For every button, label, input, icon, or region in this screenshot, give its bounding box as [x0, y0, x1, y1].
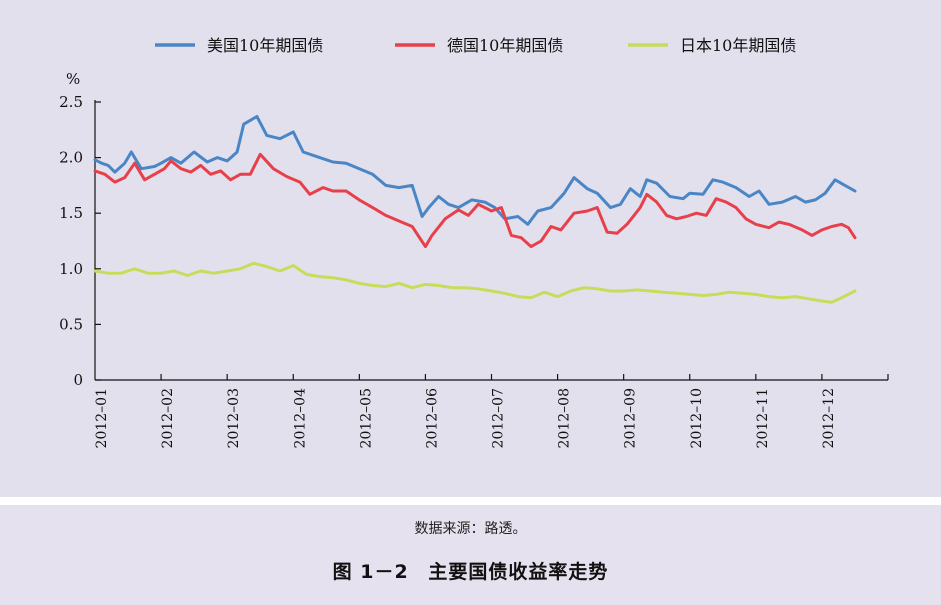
caption-panel: [0, 505, 941, 605]
y-tick-label: 1.0: [59, 260, 83, 278]
chart-panel: 美国10年期国债 德国10年期国债 日本10年期国债 % 0 0.5 1.0 1.5 2.0…: [59, 36, 889, 449]
y-axis-unit: %: [66, 70, 80, 88]
legend-label: 日本10年期国债: [680, 36, 796, 55]
x-tick-label: 2012–10: [689, 388, 705, 448]
x-tick-label: 2012–02: [160, 388, 176, 448]
x-tick-label: 2012–08: [557, 388, 573, 448]
y-axis: 0 0.5 1.0 1.5 2.0 2.5: [59, 93, 101, 389]
figure-label: 图 1－2: [332, 561, 409, 583]
series-line-1: [93, 115, 857, 226]
x-tick-label: 2012–12: [821, 388, 837, 448]
x-axis: 2012–01 2012–02 2012–03 2012–04 2012–05 2012–…: [94, 374, 889, 449]
x-tick-label: 2012–03: [226, 388, 242, 448]
series-line-2: [93, 152, 857, 249]
legend-label: 美国10年期国债: [207, 36, 323, 55]
y-tick-label: 0.5: [59, 315, 83, 333]
x-tick-label: 2012–11: [755, 388, 771, 448]
y-tick-label: 2.0: [59, 149, 83, 167]
x-tick-label: 2012–05: [358, 388, 374, 448]
x-tick-label: 2012–06: [424, 388, 440, 449]
panel-divider: [0, 497, 941, 505]
x-tick-label: 2012–01: [94, 388, 110, 448]
legend: 美国10年期国债 德国10年期国债 日本10年期国债: [155, 36, 796, 55]
y-tick-label: 1.5: [59, 204, 83, 222]
y-tick-label: 2.5: [59, 93, 83, 111]
series-line-3: [93, 261, 857, 304]
series-lines: [93, 115, 857, 304]
figure-title: 图 1－2 主要国债收益率走势: [0, 557, 941, 584]
source-note: 数据来源：路透。: [414, 521, 527, 537]
x-tick-label: 2012–07: [491, 388, 507, 448]
line-chart: 美国10年期国债 德国10年期国债 日本10年期国债 % 0 0.5 1.0 1.5 2.0…: [59, 36, 889, 449]
figure-caption: 主要国债收益率走势: [428, 561, 609, 583]
legend-label: 德国10年期国债: [447, 36, 563, 55]
x-tick-label: 2012–09: [623, 388, 639, 448]
y-tick-label: 0: [73, 371, 83, 389]
x-tick-label: 2012–04: [292, 388, 308, 449]
